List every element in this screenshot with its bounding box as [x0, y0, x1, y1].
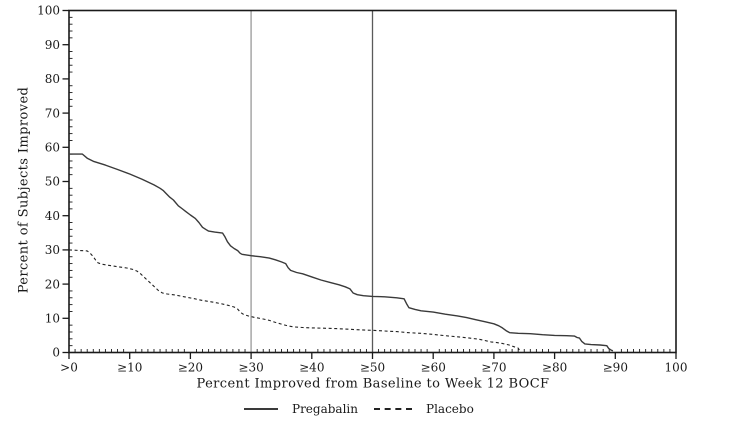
pregabalin-line-swatch [244, 407, 278, 410]
y-axis-title: Percent of Subjects Improved [16, 86, 32, 294]
svg-text:10: 10 [45, 312, 60, 326]
svg-text:≥70: ≥70 [481, 361, 506, 375]
svg-text:>0: >0 [60, 361, 78, 375]
svg-text:≥40: ≥40 [299, 361, 324, 375]
svg-text:≥80: ≥80 [542, 361, 567, 375]
svg-text:100: 100 [37, 4, 60, 18]
svg-text:40: 40 [45, 209, 60, 223]
svg-text:≥20: ≥20 [178, 361, 203, 375]
svg-text:≥30: ≥30 [238, 361, 263, 375]
svg-text:80: 80 [45, 72, 60, 86]
svg-text:≥50: ≥50 [360, 361, 385, 375]
svg-text:90: 90 [45, 38, 60, 52]
chart-legend: Pregabalin Placebo [244, 401, 474, 416]
x-axis-title: Percent Improved from Baseline to Week 1… [196, 376, 550, 392]
svg-text:30: 30 [45, 243, 60, 257]
legend-label-pregabalin: Pregabalin [292, 401, 358, 416]
svg-text:70: 70 [45, 106, 60, 120]
svg-text:20: 20 [45, 277, 60, 291]
svg-text:50: 50 [45, 175, 60, 189]
svg-text:0: 0 [52, 346, 60, 360]
svg-text:≥60: ≥60 [421, 361, 446, 375]
svg-text:≥10: ≥10 [117, 361, 142, 375]
svg-text:≥90: ≥90 [603, 361, 628, 375]
svg-text:100: 100 [665, 361, 688, 375]
legend-label-placebo: Placebo [426, 401, 474, 416]
svg-text:60: 60 [45, 141, 60, 155]
placebo-line-swatch [374, 407, 412, 410]
